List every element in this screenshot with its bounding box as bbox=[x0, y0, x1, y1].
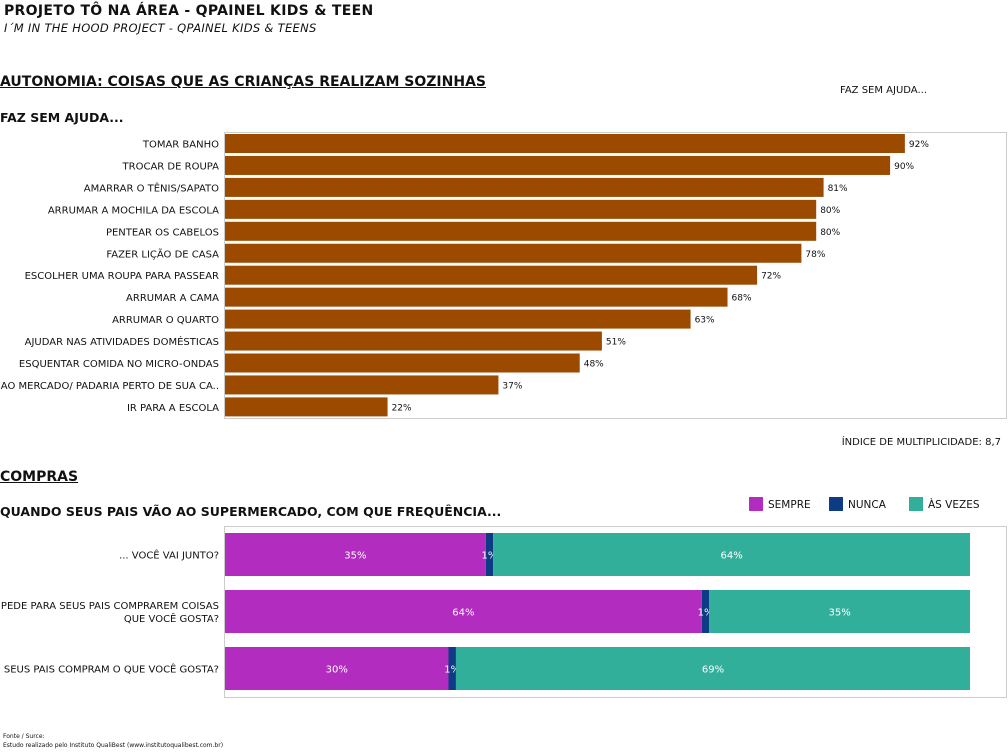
source-label: Fonte / Surce: bbox=[3, 733, 45, 740]
chart2-heading: QUANDO SEUS PAIS VÃO AO SUPERMERCADO, CO… bbox=[0, 504, 502, 519]
category-label: ... VOCÊ VAI JUNTO? bbox=[119, 549, 219, 562]
segment-sempre bbox=[225, 647, 449, 690]
category-label: AJUDAR NAS ATIVIDADES DOMÉSTICAS bbox=[25, 335, 219, 348]
chart2-frame bbox=[224, 526, 1007, 698]
segment-nunca bbox=[448, 647, 456, 690]
segment-nunca bbox=[701, 590, 710, 633]
segment-label-nunca: 1% bbox=[698, 608, 714, 619]
value-label: 80% bbox=[820, 206, 840, 216]
segment-label-as-vezes: 69% bbox=[702, 665, 724, 676]
category-label: ... SEUS PAIS COMPRAM O QUE VOCÊ GOSTA? bbox=[0, 663, 219, 676]
category-label: AMARRAR O TÊNIS/SAPATO bbox=[84, 181, 219, 194]
bar bbox=[225, 221, 817, 241]
bar bbox=[225, 287, 728, 307]
category-label: ARRUMAR A CAMA bbox=[126, 293, 219, 304]
category-label: QUE VOCÊ GOSTA? bbox=[124, 612, 219, 625]
segment-nunca bbox=[485, 533, 494, 576]
legend-as-vezes-swatch bbox=[909, 497, 923, 511]
legend-sempre: SEMPRE bbox=[749, 497, 811, 511]
category-label: ARRUMAR A MOCHILA DA ESCOLA bbox=[48, 205, 219, 216]
bar bbox=[225, 155, 891, 175]
bar bbox=[225, 331, 602, 351]
source-text: Estudo realizado pelo Instituto QualiBes… bbox=[3, 742, 224, 749]
segment-as-vezes bbox=[493, 533, 970, 576]
value-label: 48% bbox=[584, 360, 604, 370]
value-label: 90% bbox=[894, 162, 914, 172]
segment-sempre bbox=[225, 590, 702, 633]
bar bbox=[225, 375, 499, 395]
bar bbox=[225, 199, 817, 219]
legend-as-vezes: ÀS VEZES bbox=[909, 497, 980, 511]
bar bbox=[225, 265, 758, 285]
segment-label-sempre: 35% bbox=[344, 551, 366, 562]
value-label: 92% bbox=[909, 140, 929, 150]
page-title: PROJETO TÔ NA ÁREA - QPAINEL KIDS & TEEN bbox=[4, 3, 374, 19]
bar bbox=[225, 134, 905, 153]
category-label: ESCOLHER UMA ROUPA PARA PASSEAR bbox=[25, 271, 219, 282]
value-label: 51% bbox=[606, 338, 626, 348]
category-label: IR AO MERCADO/ PADARIA PERTO DE SUA CA.. bbox=[0, 381, 219, 392]
legend-nunca-label: NUNCA bbox=[848, 499, 886, 511]
category-label: TROCAR DE ROUPA bbox=[122, 161, 220, 172]
legend-as-vezes-label: ÀS VEZES bbox=[928, 499, 980, 511]
bar bbox=[225, 397, 388, 417]
segment-sempre bbox=[225, 533, 486, 576]
value-label: 63% bbox=[695, 316, 715, 326]
chart1-frame bbox=[224, 132, 1007, 419]
segment-label-sempre: 64% bbox=[452, 608, 474, 619]
bar bbox=[225, 353, 580, 373]
chart1-heading: FAZ SEM AJUDA... bbox=[0, 110, 124, 125]
category-label: PENTEAR OS CABELOS bbox=[106, 227, 219, 238]
legend-faz-sem-ajuda: FAZ SEM AJUDA... bbox=[840, 85, 928, 96]
segment-label-nunca: 1% bbox=[444, 665, 460, 676]
value-label: 81% bbox=[828, 184, 848, 194]
segment-label-as-vezes: 64% bbox=[720, 551, 742, 562]
bar bbox=[225, 309, 691, 329]
value-label: 72% bbox=[761, 272, 781, 282]
value-label: 22% bbox=[392, 403, 412, 413]
legend-nunca-swatch bbox=[829, 497, 843, 511]
bar bbox=[225, 243, 802, 263]
category-label: ... PEDE PARA SEUS PAIS COMPRAREM COISAS bbox=[0, 601, 219, 612]
section-autonomia-title: AUTONOMIA: COISAS QUE AS CRIANÇAS REALIZ… bbox=[0, 74, 486, 90]
value-label: 37% bbox=[502, 381, 522, 391]
segment-label-sempre: 30% bbox=[326, 665, 348, 676]
category-label: TOMAR BANHO bbox=[142, 140, 219, 151]
segment-label-as-vezes: 35% bbox=[829, 608, 851, 619]
value-label: 68% bbox=[732, 294, 752, 304]
category-label: ARRUMAR O QUARTO bbox=[112, 315, 219, 326]
autonomy-bar-chart: TOMAR BANHO 92% TROCAR DE ROUPA 90% AMARRAR … bbox=[0, 132, 1007, 419]
legend-sempre-label: SEMPRE bbox=[768, 499, 811, 511]
category-label: FAZER LIÇÃO DE CASA bbox=[106, 247, 219, 260]
legend-sempre-swatch bbox=[749, 497, 763, 511]
value-label: 80% bbox=[820, 228, 840, 238]
segment-label-nunca: 1% bbox=[482, 551, 498, 562]
segment-as-vezes bbox=[709, 590, 970, 633]
page-subtitle: I´M IN THE HOOD PROJECT - QPAINEL KIDS &… bbox=[4, 21, 317, 35]
bar bbox=[225, 177, 824, 197]
section-compras-title: COMPRAS bbox=[0, 469, 79, 485]
shopping-stacked-chart: ... VOCÊ VAI JUNTO? 35% 1% 64% ... PEDE PARA… bbox=[0, 526, 1007, 698]
segment-as-vezes bbox=[455, 647, 970, 690]
multiplicity-index: ÍNDICE DE MULTIPLICIDADE: 8,7 bbox=[841, 437, 1001, 448]
legend-nunca: NUNCA bbox=[829, 497, 886, 511]
value-label: 78% bbox=[805, 250, 825, 260]
category-label: IR PARA A ESCOLA bbox=[127, 403, 219, 414]
category-label: ESQUENTAR COMIDA NO MICRO-ONDAS bbox=[19, 359, 219, 370]
